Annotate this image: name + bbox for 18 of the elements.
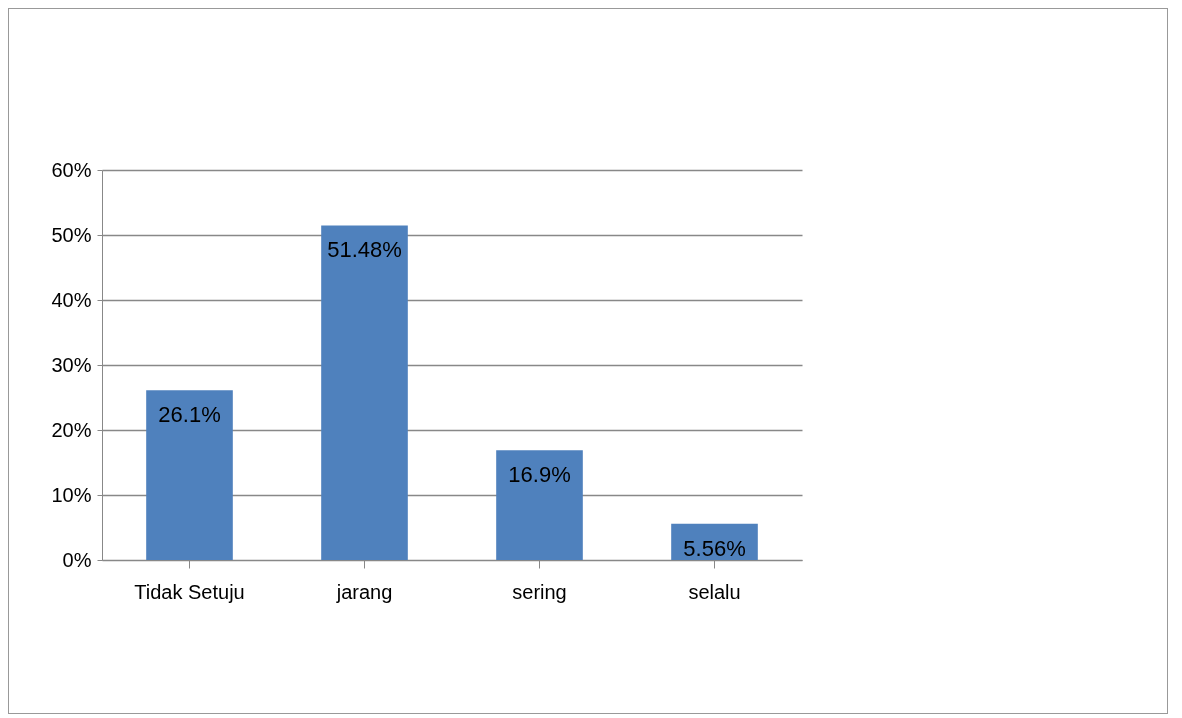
y-tick-label: 60% xyxy=(51,158,92,181)
x-tick-label: selalu xyxy=(688,580,741,603)
x-tick-label: Tidak Setuju xyxy=(134,580,245,603)
y-tick-label: 0% xyxy=(62,548,92,571)
data-label: 26.1% xyxy=(158,402,221,428)
y-tick-label: 50% xyxy=(51,223,92,246)
y-tick-label: 40% xyxy=(51,288,92,311)
bar xyxy=(321,225,408,560)
y-tick-label: 20% xyxy=(51,418,92,441)
x-tick-label: jarang xyxy=(335,580,393,603)
data-label: 16.9% xyxy=(508,462,571,488)
data-label: 5.56% xyxy=(683,535,746,561)
y-tick-label: 30% xyxy=(51,353,92,376)
bar xyxy=(496,450,583,560)
data-label: 51.48% xyxy=(327,237,402,263)
y-tick-label: 10% xyxy=(51,483,92,506)
x-tick-label: sering xyxy=(512,580,567,603)
bar xyxy=(146,390,233,560)
